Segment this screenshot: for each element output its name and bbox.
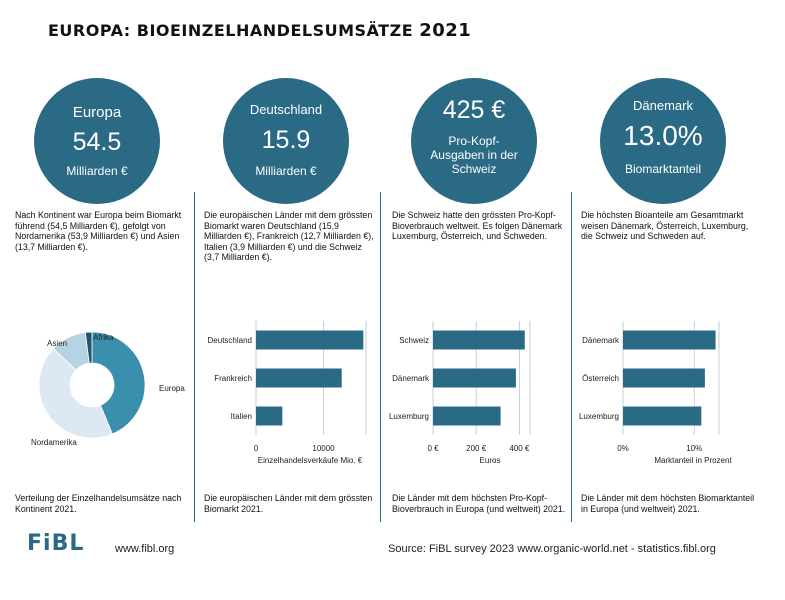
category-label: Österreich — [582, 374, 619, 383]
panel-description: Die europäischen Länder mit dem grössten… — [204, 210, 374, 262]
panel-schweiz: 425 € Pro-Kopf- Ausgaben in der Schweiz … — [384, 78, 569, 523]
bar — [256, 330, 364, 350]
column-divider — [194, 192, 195, 522]
tick-label: 10% — [686, 444, 702, 453]
circle-value: 13.0% — [623, 120, 703, 151]
panel-europa: Europa 54.5 Milliarden € Nach Kontinent … — [7, 78, 192, 523]
bar — [623, 368, 705, 388]
tick-label: 0 — [254, 444, 259, 453]
circle-label: Deutschland — [249, 102, 323, 117]
tick-label: 200 € — [466, 444, 487, 453]
bar-chart-countries: 0 10000 Deutschland Frankreich Italien Einzel… — [196, 316, 381, 476]
slice-label: Asien — [47, 339, 67, 348]
circle-unit: Milliarden € — [66, 164, 128, 178]
circle-value: 15.9 — [261, 126, 311, 154]
bar — [433, 406, 501, 426]
panel-description: Nach Kontinent war Europa beim Biomarkt … — [15, 210, 182, 252]
donut-slice — [84, 331, 93, 364]
bar-chart-per-capita: 0 € 200 € 400 € Schweiz Dänemark Luxemburg Eur… — [384, 316, 569, 476]
bar — [433, 330, 525, 350]
stat-circle-daenemark: Dänemark 13.0% Biomarktanteil — [600, 78, 726, 204]
slice-label: Afrika — [93, 333, 114, 342]
column-divider — [380, 192, 381, 522]
tick-label: 0% — [617, 444, 629, 453]
donut-chart-continents: Europa Nordamerika Asien Afrika — [7, 316, 192, 476]
fibl-logo: FiBL — [27, 531, 85, 556]
tick-label: 400 € — [509, 444, 530, 453]
bar — [256, 406, 283, 426]
category-label: Luxemburg — [389, 412, 429, 421]
tick-label: 0 € — [427, 444, 439, 453]
circle-value: 425 € — [442, 96, 506, 124]
panel-deutschland: Deutschland 15.9 Milliarden € Die europä… — [196, 78, 381, 523]
tick-label: 10000 — [312, 444, 335, 453]
stat-circle-deutschland: Deutschland 15.9 Milliarden € — [223, 78, 349, 204]
panel-description: Die Schweiz hatte den grössten Pro-Kopf-… — [392, 210, 563, 241]
page-title: EUROPA: BIOEINZELHANDELSUMSÄTZE 2021 — [48, 20, 471, 41]
category-label: Deutschland — [208, 336, 252, 345]
x-axis-label: Marktanteil in Prozent — [654, 456, 732, 465]
panel-footnote: Verteilung der Einzelhandelsumsätze nach… — [15, 493, 182, 514]
category-label: Luxemburg — [579, 412, 619, 421]
circle-label: Europa — [72, 104, 122, 121]
stat-circle-schweiz: 425 € Pro-Kopf- Ausgaben in der Schweiz — [411, 78, 537, 204]
circle-unit: Biomarktanteil — [624, 162, 702, 176]
donut-slice — [91, 331, 146, 435]
bar — [433, 368, 516, 388]
category-label: Dänemark — [582, 336, 620, 345]
slice-label: Europa — [159, 384, 185, 393]
column-divider — [571, 192, 572, 522]
slice-label: Nordamerika — [31, 438, 77, 447]
category-label: Dänemark — [392, 374, 430, 383]
category-label: Frankreich — [214, 374, 252, 383]
x-axis-label: Einzelhandelsverkäufe Mio. € — [258, 456, 363, 465]
panel-footnote: Die europäischen Länder mit dem grössten… — [204, 493, 373, 514]
circle-line-1: Pro-Kopf- — [448, 134, 500, 148]
bar — [256, 368, 342, 388]
title-main: EUROPA: BIOEINZELHANDELSUMSÄTZE — [48, 21, 414, 40]
circle-label: Dänemark — [633, 98, 693, 113]
donut-slice — [38, 348, 113, 439]
circle-line-3: Schweiz — [451, 162, 497, 176]
bar — [623, 330, 716, 350]
circle-unit: Milliarden € — [255, 164, 317, 178]
x-axis-label: Euros — [480, 456, 501, 465]
category-label: Schweiz — [399, 336, 429, 345]
website-link[interactable]: www.fibl.org — [115, 543, 175, 555]
circle-line-2: Ausgaben in der — [430, 148, 518, 162]
category-label: Italien — [231, 412, 252, 421]
source-note: Source: FiBL survey 2023 www.organic-wor… — [388, 543, 716, 555]
title-year: 2021 — [419, 20, 472, 41]
panel-daenemark: Dänemark 13.0% Biomarktanteil Die höchst… — [573, 78, 758, 523]
bar-chart-market-share: 0% 10% Dänemark Österreich Luxemburg Marktant… — [573, 316, 758, 476]
panel-footnote: Die Länder mit dem höchsten Pro-Kopf-Bio… — [392, 493, 566, 514]
circle-value: 54.5 — [72, 128, 122, 156]
stat-circle-europa: Europa 54.5 Milliarden € — [34, 78, 160, 204]
bar — [623, 406, 702, 426]
panel-footnote: Die Länder mit dem höchsten Biomarktante… — [581, 493, 755, 514]
panel-description: Die höchsten Bioanteile am Gesamtmarkt w… — [581, 210, 749, 241]
